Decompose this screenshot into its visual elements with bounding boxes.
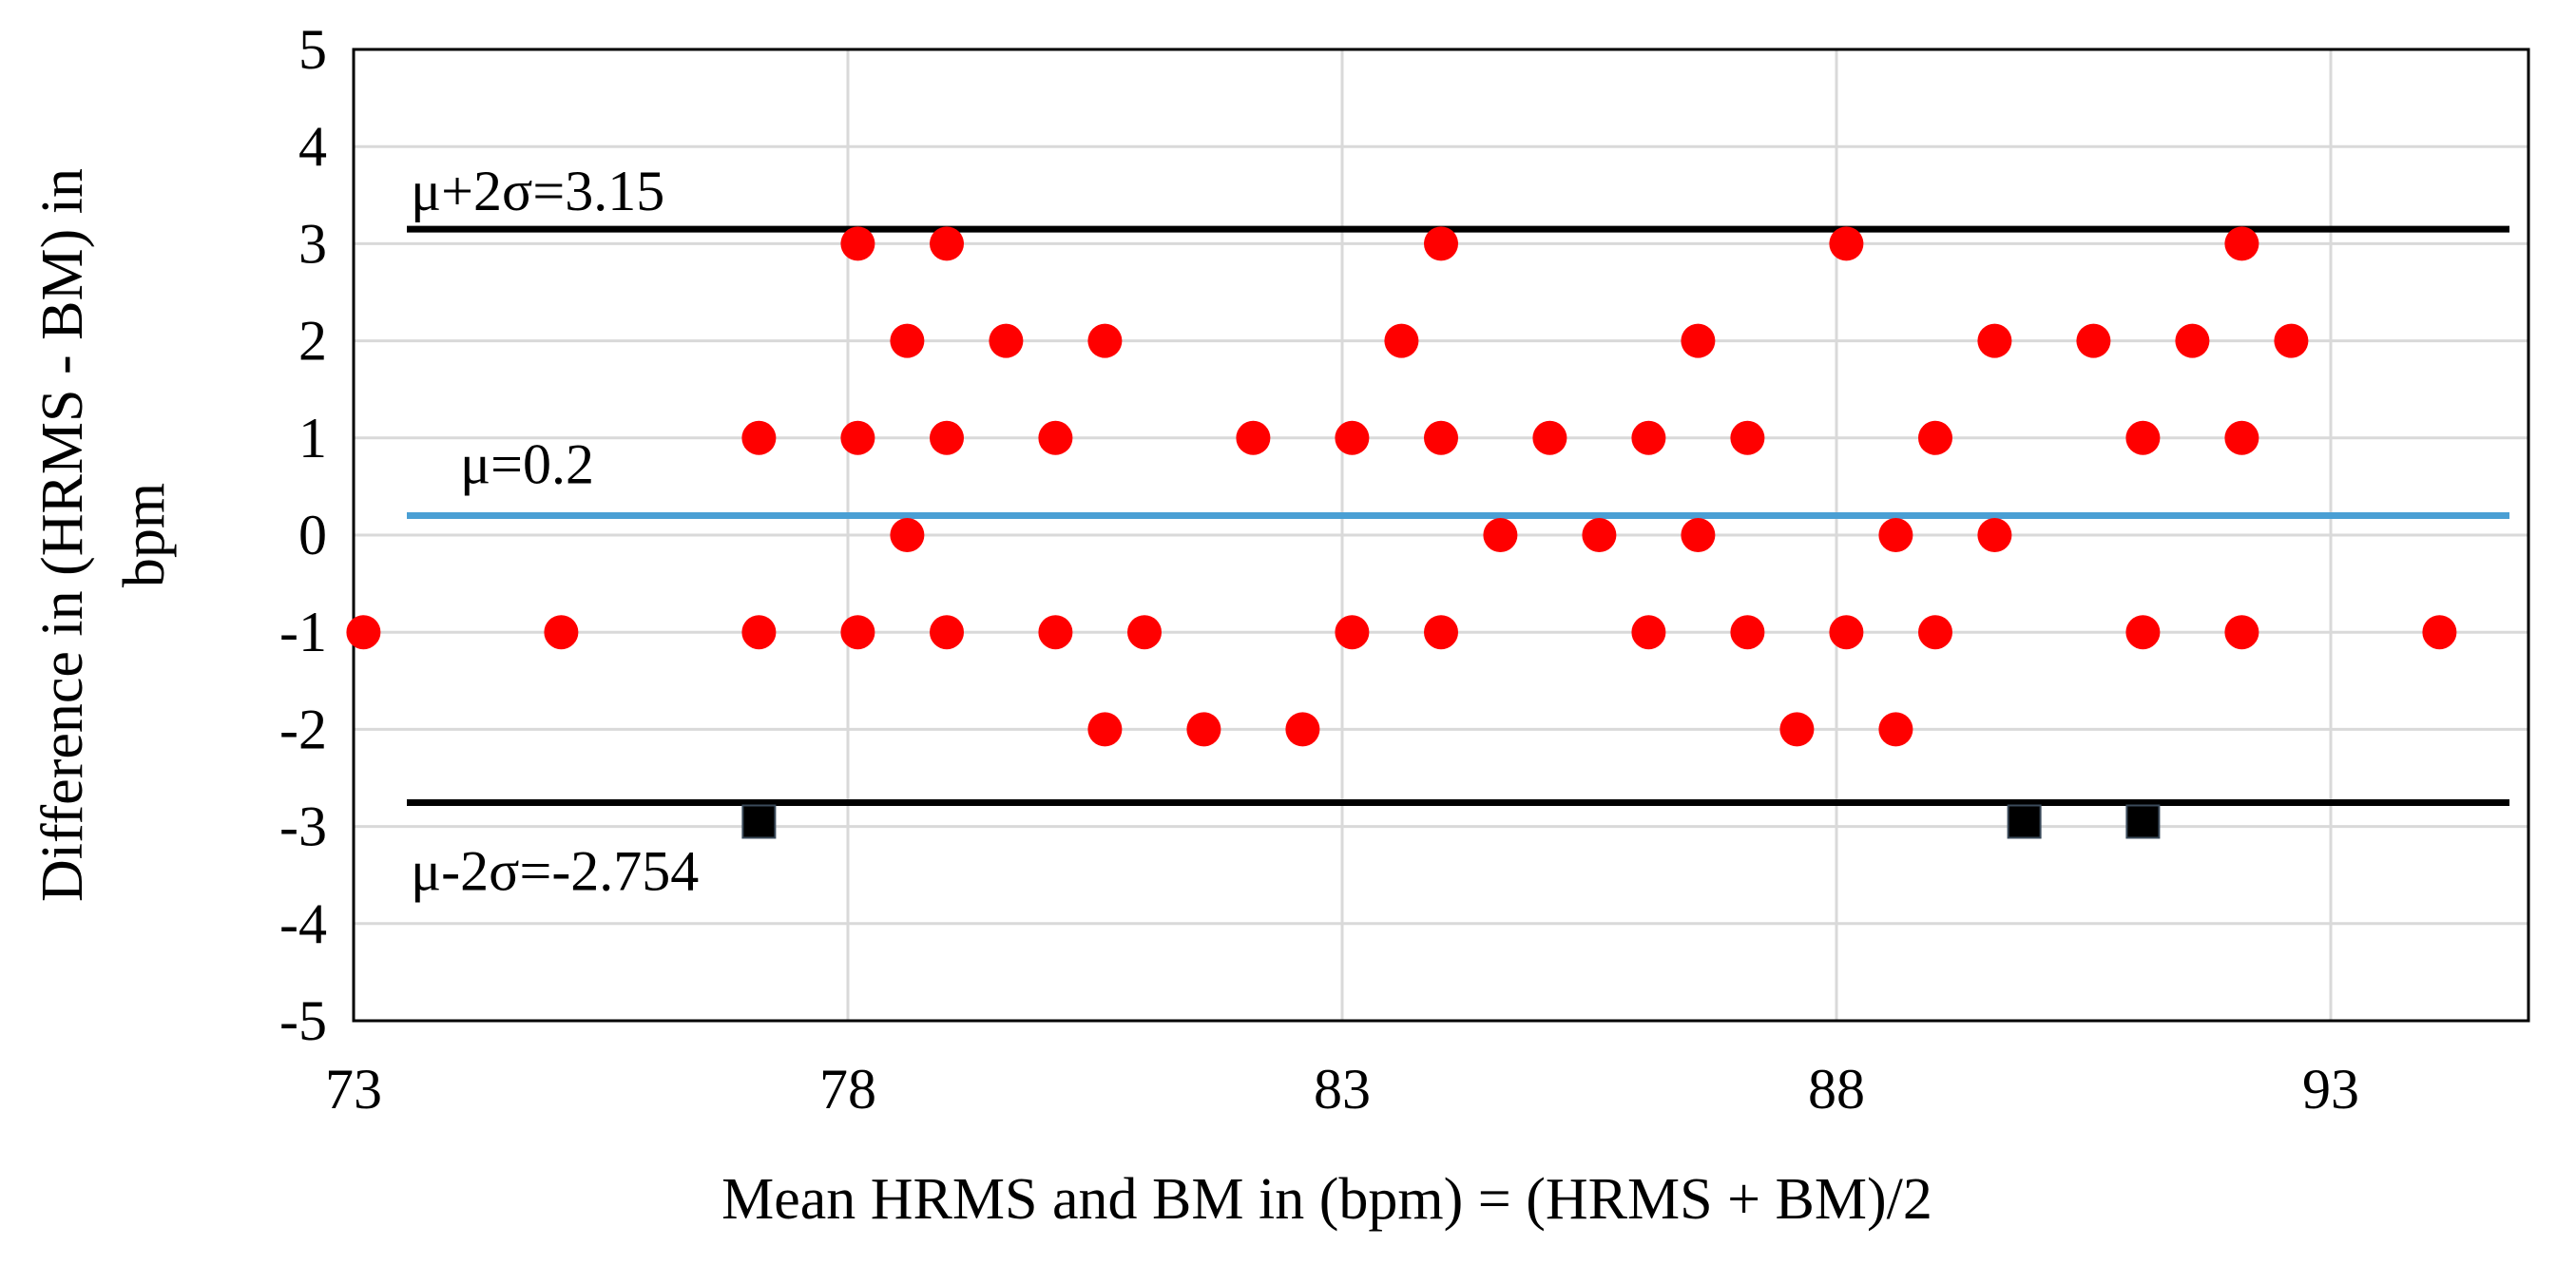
y-tick-label: 0 <box>298 504 327 566</box>
data-point <box>2274 323 2309 358</box>
data-point <box>741 615 777 650</box>
y-axis-title-line-1: Difference in (HRMS - BM) in <box>30 168 95 902</box>
y-tick-label: -4 <box>279 892 327 955</box>
data-point <box>840 615 875 650</box>
data-point <box>1977 518 2012 552</box>
y-tick-label: 2 <box>298 310 327 373</box>
x-axis-title: Mean HRMS and BM in (bpm) = (HRMS + BM)/… <box>721 1167 1932 1232</box>
reference-lines: μ+2σ=3.15 μ=0.2 μ-2σ=-2.754 <box>407 160 2509 902</box>
data-point <box>2422 615 2457 650</box>
data-point <box>930 420 964 455</box>
data-point <box>1335 615 1370 650</box>
data-point <box>1829 226 1864 261</box>
data-point-square <box>2125 804 2161 839</box>
y-tick-label: 4 <box>298 115 327 178</box>
data-point <box>1532 420 1567 455</box>
data-point <box>544 615 579 650</box>
data-point <box>1424 615 1458 650</box>
data-point <box>1730 420 1765 455</box>
y-tick-label: -3 <box>279 795 327 858</box>
reference-line-label: μ=0.2 <box>460 433 594 496</box>
x-tick-label: 73 <box>325 1058 382 1121</box>
y-axis-title-line-2: bpm <box>112 483 177 587</box>
data-point <box>2224 420 2259 455</box>
data-point <box>2076 323 2111 358</box>
x-tick-label: 83 <box>1314 1058 1371 1121</box>
data-point <box>1285 712 1320 747</box>
data-point <box>2224 615 2259 650</box>
data-point <box>930 615 964 650</box>
x-tick-label: 78 <box>819 1058 876 1121</box>
y-tick-label: -5 <box>279 989 327 1052</box>
data-point <box>1038 420 1073 455</box>
data-point <box>1730 615 1765 650</box>
y-tick-label: 5 <box>298 18 327 81</box>
reference-line-label: μ+2σ=3.15 <box>411 160 664 222</box>
data-point-square <box>741 804 777 839</box>
data-point <box>1038 615 1073 650</box>
data-point <box>2175 323 2210 358</box>
data-point <box>1384 323 1419 358</box>
plot-frame <box>352 48 2530 1023</box>
data-point <box>1681 518 1716 552</box>
data-point <box>1087 712 1123 747</box>
data-point <box>890 518 925 552</box>
data-point <box>1236 420 1271 455</box>
x-tick-label: 93 <box>2302 1058 2359 1121</box>
data-point <box>1424 420 1458 455</box>
data-point <box>1829 615 1864 650</box>
data-point <box>741 420 777 455</box>
y-tick-label: -1 <box>279 601 327 663</box>
reference-line-label: μ-2σ=-2.754 <box>411 839 699 902</box>
data-point <box>1631 420 1666 455</box>
data-point <box>2224 226 2259 261</box>
data-point <box>1977 323 2012 358</box>
data-point <box>346 615 381 650</box>
data-point <box>840 226 875 261</box>
data-point <box>1779 712 1815 747</box>
y-tick-label: -2 <box>279 698 327 760</box>
data-points <box>346 226 2457 839</box>
data-point <box>1681 323 1716 358</box>
x-tick-label: 88 <box>1808 1058 1865 1121</box>
data-point <box>2125 420 2161 455</box>
y-tick-label: 1 <box>298 407 327 470</box>
data-point <box>1424 226 1458 261</box>
data-point <box>1087 323 1123 358</box>
y-tick-label: 3 <box>298 212 327 275</box>
data-point <box>1878 712 1913 747</box>
tick-labels: 5 4 3 2 1 0 -1 -2 -3 -4 -573 78 83 88 93 <box>279 18 2359 1121</box>
data-point <box>930 226 964 261</box>
data-point <box>1483 518 1518 552</box>
data-point <box>1878 518 1913 552</box>
data-point <box>1335 420 1370 455</box>
data-point <box>1918 615 1952 650</box>
data-point <box>2125 615 2161 650</box>
data-point <box>1918 420 1952 455</box>
data-point <box>989 323 1024 358</box>
data-point <box>1186 712 1221 747</box>
data-point-square <box>2007 804 2042 839</box>
data-point <box>1631 615 1666 650</box>
data-point <box>890 323 925 358</box>
data-point <box>1127 615 1162 650</box>
data-point <box>840 420 875 455</box>
data-point <box>1582 518 1617 552</box>
